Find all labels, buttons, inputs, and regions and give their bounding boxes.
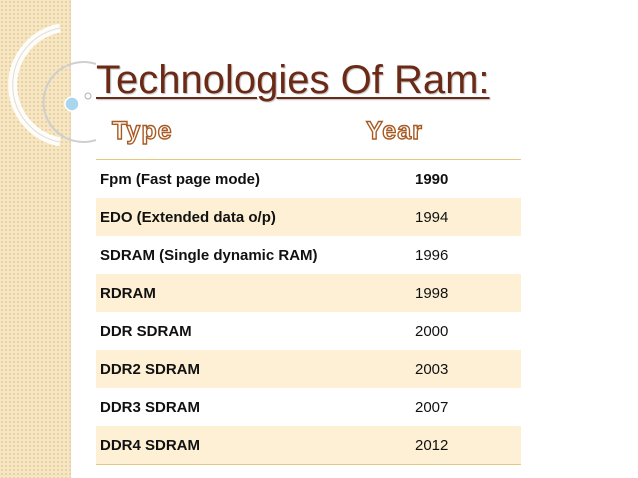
ram-type-cell: DDR2 SDRAM [100,360,201,378]
strip-divider [70,0,71,478]
table-row: SDRAM (Single dynamic RAM) 1996 [96,236,521,274]
table-row: DDR4 SDRAM 2012 [96,426,521,464]
year-cell: 2000 [415,322,449,340]
ram-type-cell: DDR4 SDRAM [100,436,201,454]
table-row: Fpm (Fast page mode) 1990 [96,160,521,198]
slide-title: Technologies Of Ram: [96,58,490,102]
ram-type-cell: EDO (Extended data o/p) [100,208,276,226]
year-cell: 1998 [415,284,449,302]
table-row: EDO (Extended data o/p) 1994 [96,198,521,236]
table-row: DDR3 SDRAM 2007 [96,388,521,426]
table-row: RDRAM 1998 [96,274,521,312]
ram-type-cell: SDRAM (Single dynamic RAM) [100,246,318,264]
table-row: DDR2 SDRAM 2003 [96,350,521,388]
year-cell: 2003 [415,360,449,378]
ram-technologies-table: Fpm (Fast page mode) 1990 EDO (Extended … [96,159,521,465]
table-row: DDR SDRAM 2000 [96,312,521,350]
ram-type-cell: RDRAM [100,284,156,302]
ram-type-cell: DDR SDRAM [100,322,192,340]
column-header-type: Type [111,116,173,145]
decorative-rings-graphic [8,23,97,147]
ram-type-cell: Fpm (Fast page mode) [100,170,261,188]
column-header-year: Year [365,116,423,145]
year-cell: 1994 [415,208,449,226]
ram-type-cell: DDR3 SDRAM [100,398,201,416]
year-cell: 1996 [415,246,449,264]
year-cell: 2012 [415,436,449,454]
year-cell: 2007 [415,398,449,416]
year-cell: 1990 [415,170,449,188]
